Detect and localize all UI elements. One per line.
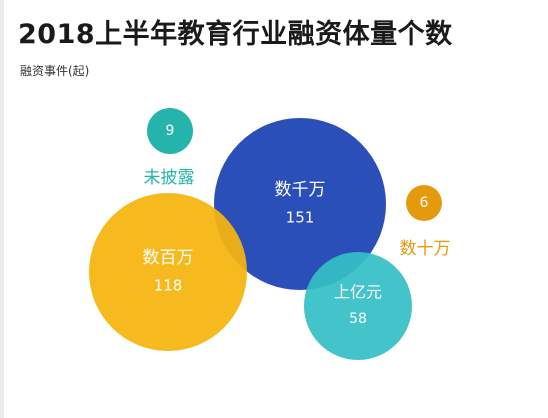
chart-subtitle: 融资事件(起) — [20, 64, 90, 78]
chart-title: 2018上半年教育行业融资体量个数 — [18, 19, 453, 50]
frame-edge — [0, 0, 4, 418]
bubble-数十万 — [406, 185, 442, 221]
bubble-value-数百万: 118 — [154, 277, 183, 295]
bubble-label-未披露: 未披露 — [144, 168, 195, 188]
bubble-label-数百万: 数百万 — [143, 248, 194, 268]
bubble-value-上亿元: 58 — [349, 311, 367, 327]
bubble-label-数十万: 数十万 — [400, 239, 451, 259]
bubble-value-数十万: 6 — [420, 195, 429, 211]
bubble-上亿元 — [304, 252, 412, 360]
bubble-label-上亿元: 上亿元 — [334, 283, 382, 302]
bubble-label-数千万: 数千万 — [275, 180, 326, 200]
bubble-value-未披露: 9 — [166, 123, 175, 139]
bubble-数百万 — [89, 193, 247, 351]
bubble-value-数千万: 151 — [286, 209, 315, 227]
bubble-未披露 — [147, 108, 193, 154]
bubble-数千万 — [214, 118, 386, 290]
